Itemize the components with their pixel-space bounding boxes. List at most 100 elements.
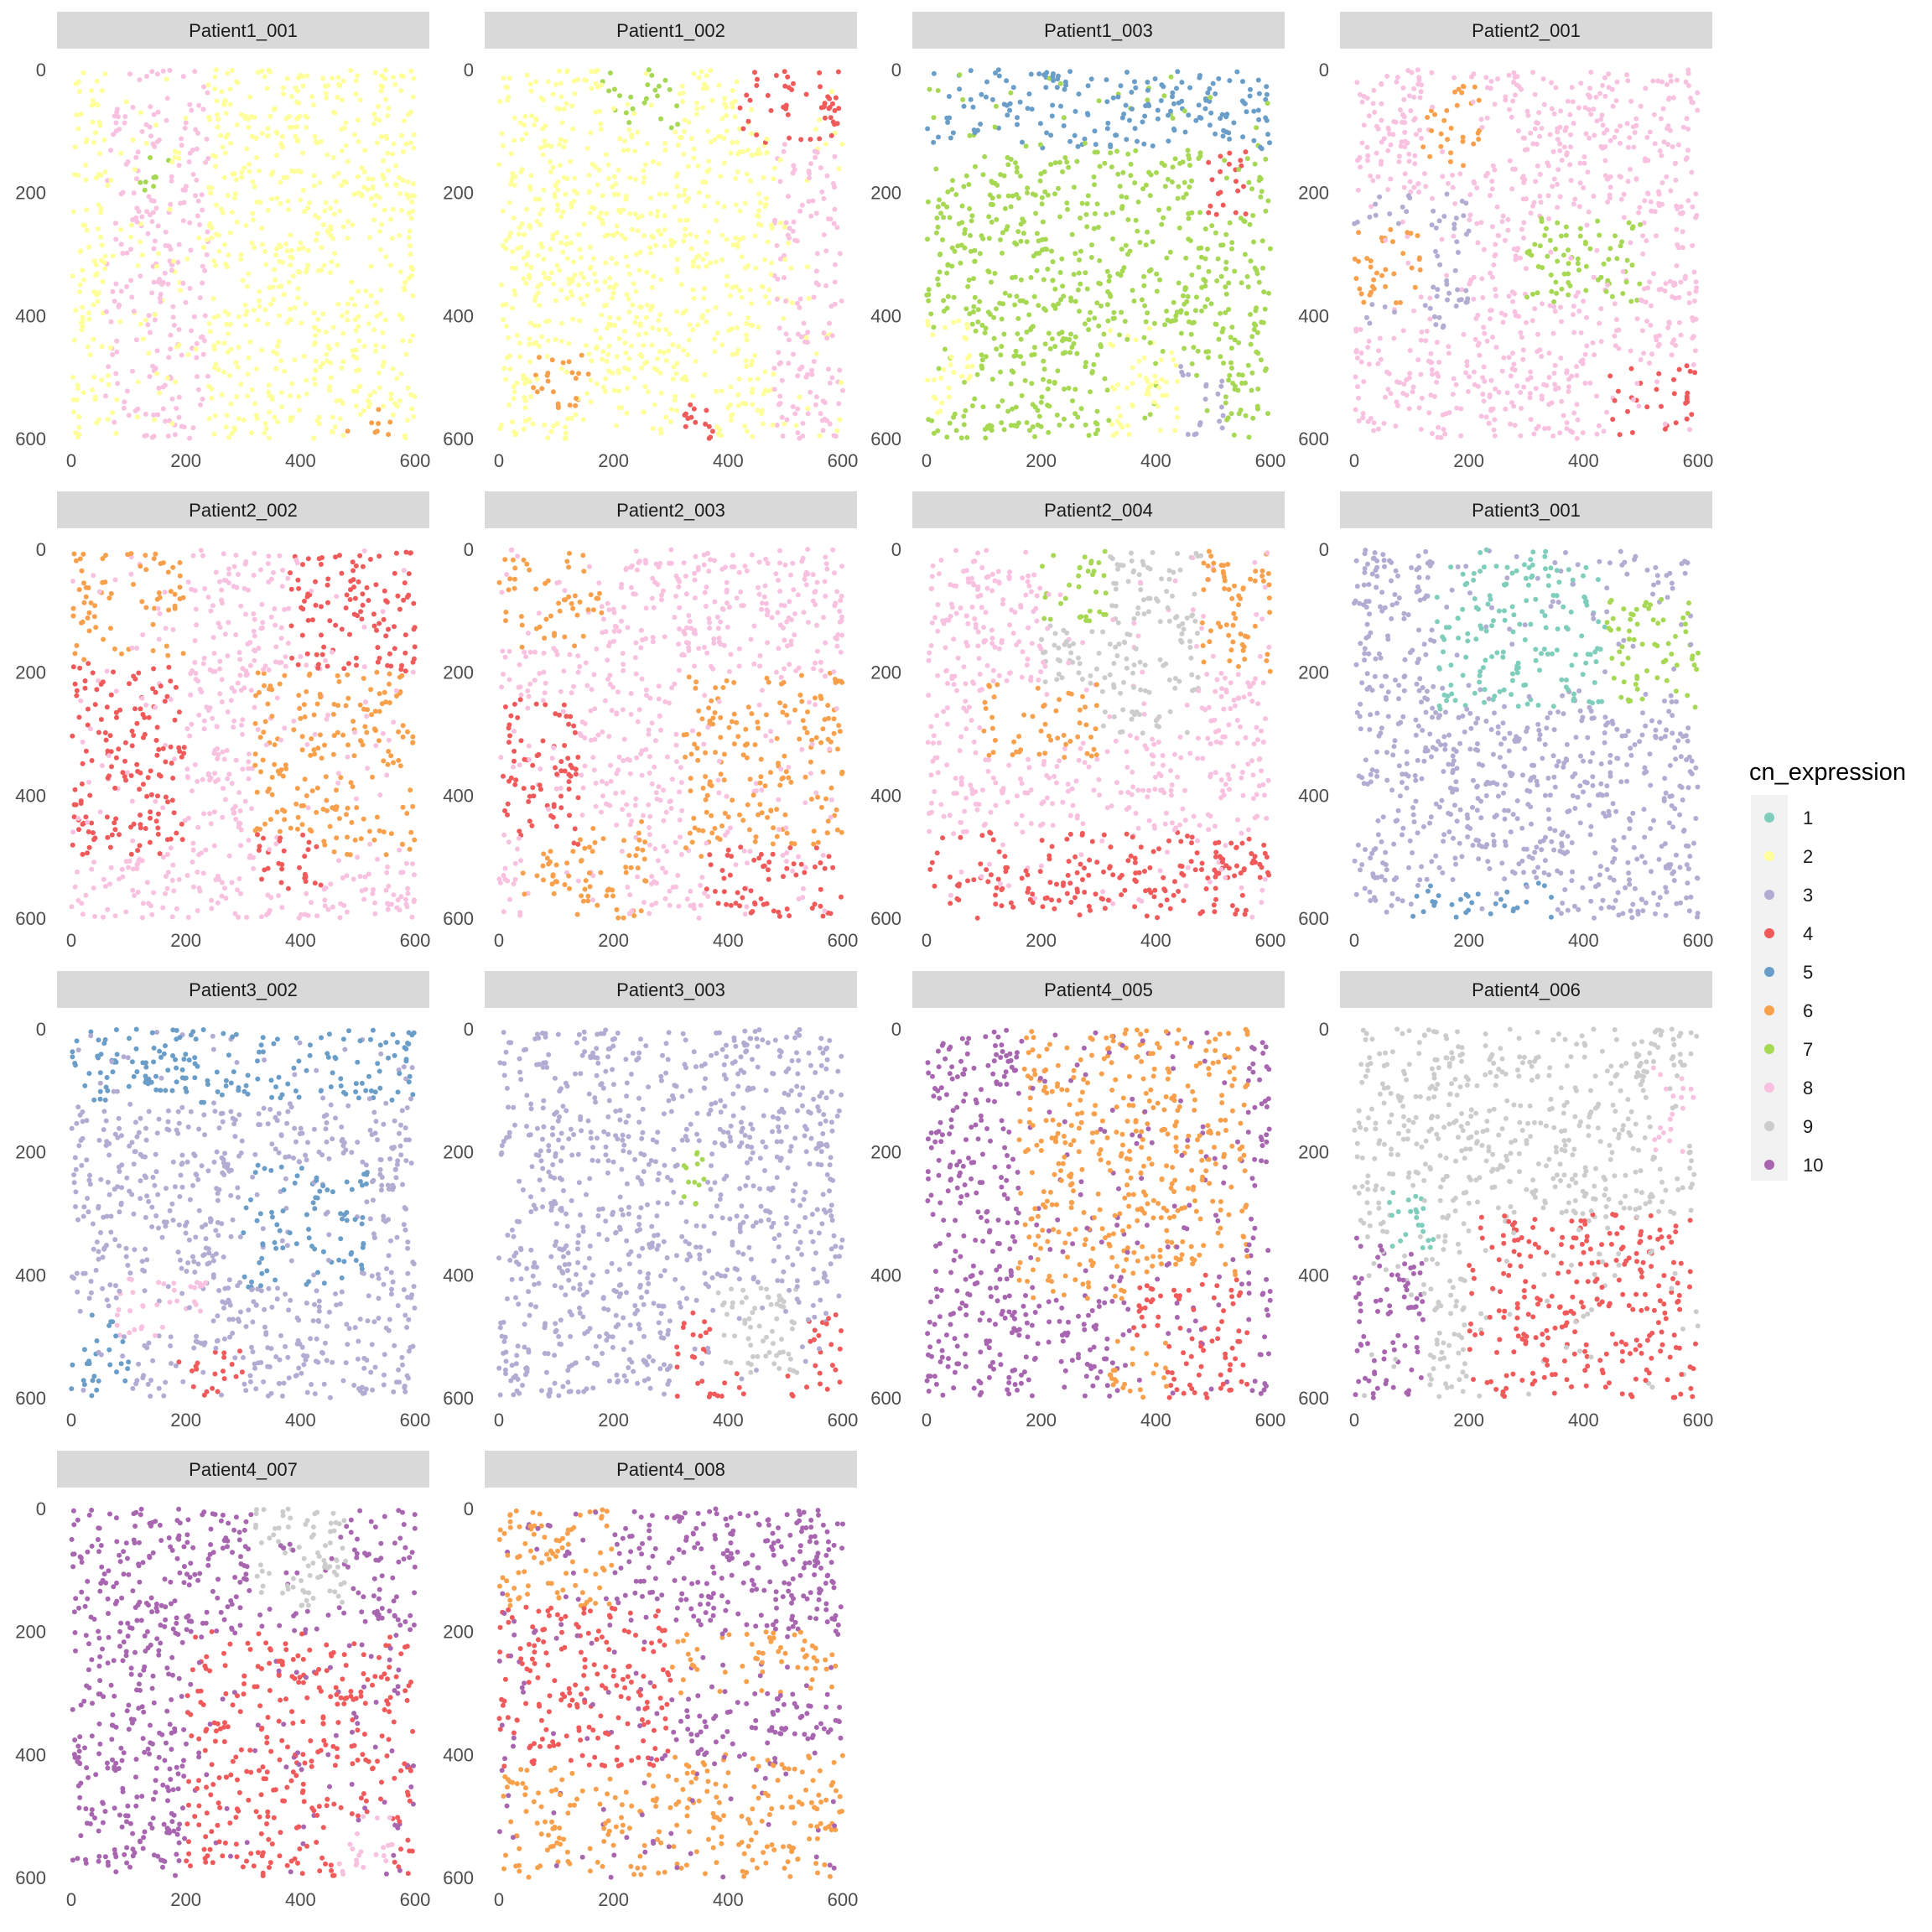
data-point (1501, 355, 1507, 361)
data-point (277, 828, 283, 834)
data-point (276, 339, 282, 345)
data-point (1567, 162, 1573, 168)
data-point (734, 79, 740, 85)
data-point (335, 95, 340, 101)
data-point (1246, 434, 1252, 440)
data-point (747, 97, 753, 103)
data-point (799, 202, 805, 208)
data-point (1368, 173, 1374, 179)
data-point (145, 775, 151, 781)
data-point (207, 329, 213, 335)
data-point (1231, 432, 1237, 438)
data-point (588, 399, 594, 405)
data-point (1640, 233, 1646, 239)
data-point (1250, 415, 1256, 421)
data-point (753, 151, 759, 157)
data-point (1040, 236, 1045, 242)
data-point (951, 294, 957, 300)
data-point (395, 897, 401, 903)
data-point (995, 403, 1001, 409)
data-point (138, 564, 143, 569)
data-point (177, 596, 183, 602)
data-point (630, 302, 636, 308)
data-point (829, 375, 835, 381)
data-point (1186, 371, 1192, 377)
data-point (153, 122, 159, 128)
data-point (257, 168, 262, 174)
data-point (1402, 171, 1408, 177)
data-point (168, 744, 174, 750)
data-point (971, 127, 977, 132)
data-point (590, 256, 596, 262)
data-point (564, 69, 570, 75)
data-point (1665, 81, 1670, 87)
data-point (1398, 143, 1404, 149)
data-point (1061, 115, 1067, 121)
data-point (138, 706, 143, 712)
data-point (130, 887, 136, 893)
data-point (80, 390, 86, 396)
data-point (550, 164, 556, 170)
data-point (1506, 355, 1512, 361)
data-point (1038, 399, 1044, 405)
data-point (278, 179, 283, 185)
data-point (1402, 138, 1408, 144)
data-point (936, 134, 941, 140)
data-point (263, 742, 269, 748)
data-point (1575, 256, 1581, 262)
data-point (1638, 221, 1643, 227)
data-point (272, 761, 278, 767)
data-point (1648, 322, 1654, 328)
data-point (729, 413, 735, 418)
data-point (1476, 137, 1482, 142)
data-point (1130, 288, 1135, 293)
data-point (1566, 388, 1571, 394)
data-point (229, 210, 235, 216)
data-point (1436, 424, 1441, 430)
data-point (324, 716, 330, 722)
data-point (573, 402, 579, 408)
data-point (75, 173, 81, 179)
data-point (408, 264, 414, 270)
data-point (1176, 280, 1182, 286)
data-point (513, 266, 518, 271)
data-point (1035, 408, 1041, 413)
data-point (1401, 184, 1407, 190)
data-point (1266, 290, 1271, 296)
data-point (500, 143, 506, 148)
data-point (1428, 392, 1434, 398)
data-point (1185, 432, 1191, 437)
data-point (135, 379, 141, 385)
data-point (115, 114, 121, 120)
data-point (1613, 317, 1619, 322)
data-point (183, 116, 189, 121)
data-point (1143, 103, 1149, 109)
data-point (377, 229, 382, 234)
data-point (1488, 79, 1494, 84)
data-point (1668, 78, 1674, 84)
data-point (795, 430, 801, 436)
data-point (742, 200, 748, 206)
data-point (373, 343, 379, 348)
data-point (688, 414, 694, 420)
data-point (635, 129, 641, 135)
data-point (1198, 254, 1204, 260)
data-point (1689, 412, 1695, 418)
data-point (242, 585, 247, 591)
data-point (1418, 427, 1424, 432)
data-point (823, 283, 829, 288)
data-point (180, 218, 186, 224)
data-point (72, 651, 78, 657)
data-point (786, 337, 792, 343)
data-point (232, 911, 238, 917)
data-point (356, 579, 361, 584)
data-point (1673, 420, 1679, 426)
data-point (337, 208, 343, 214)
data-point (935, 428, 941, 434)
data-point (127, 71, 132, 77)
data-point (99, 242, 105, 248)
data-point (297, 705, 303, 711)
data-point (1046, 330, 1052, 336)
data-point (933, 230, 939, 236)
data-point (277, 681, 283, 687)
